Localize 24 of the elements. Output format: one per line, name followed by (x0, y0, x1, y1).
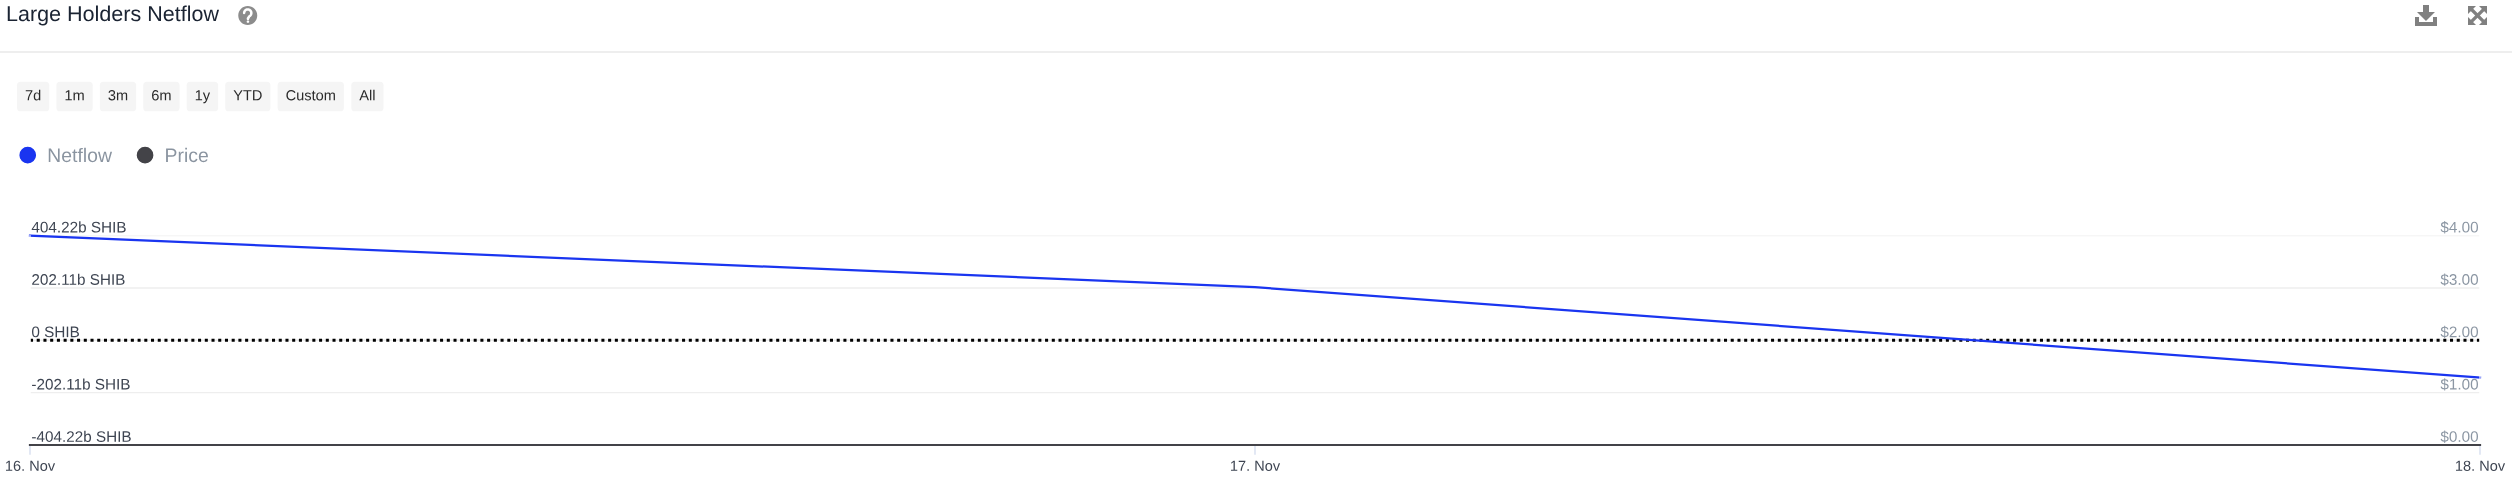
x-tick-label: 18. Nov (2455, 460, 2506, 471)
y-tick-label: -404.22b SHIB (32, 430, 131, 442)
text: 1m (65, 90, 84, 101)
y2-tick-label: $2.00 (2440, 325, 2479, 339)
text: YTD (233, 90, 262, 101)
y-tick-label: -202.11b SHIB (32, 378, 130, 390)
x-tick-label: 17. Nov (1230, 460, 1281, 471)
legend-label: Price (166, 147, 208, 163)
x-tick-label: 16. Nov (5, 460, 56, 471)
text: 7d (25, 89, 41, 101)
legend-label: Netflow (48, 147, 113, 163)
text: 3m (108, 90, 128, 101)
y-tick-label: 404.22b SHIB (31, 221, 126, 233)
text: All (359, 89, 375, 101)
y-tick-label: 202.11b SHIB (32, 273, 125, 285)
chart-title: Large Holders Netflow (7, 5, 220, 26)
text: Custom (286, 90, 335, 101)
y2-tick-label: $4.00 (2440, 221, 2479, 234)
y2-tick-label: $0.00 (2440, 430, 2479, 443)
y2-tick-label: $1.00 (2440, 378, 2479, 391)
y2-tick-label: $3.00 (2440, 273, 2479, 286)
text: 6m (152, 90, 171, 101)
text: 1y (195, 90, 211, 104)
y-tick-label: 0 SHIB (31, 326, 79, 338)
